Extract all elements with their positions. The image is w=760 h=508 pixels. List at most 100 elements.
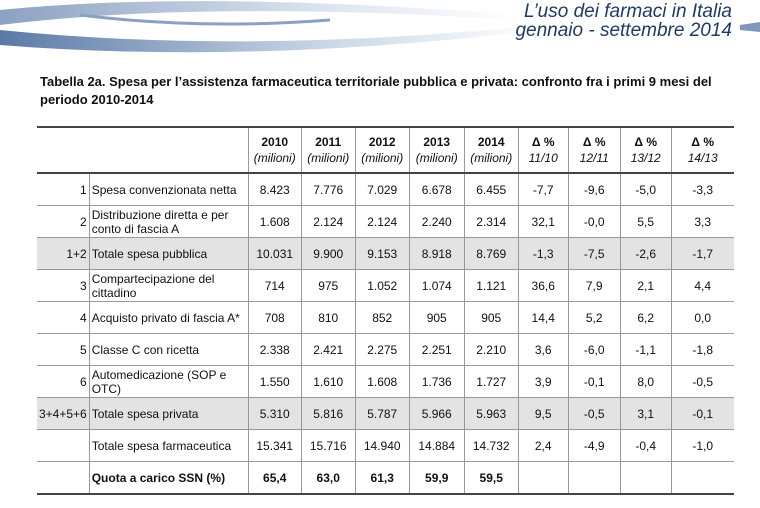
column-unit: (milioni) — [415, 151, 458, 165]
cell-value: 5.310 — [247, 397, 302, 430]
row-number: 2 — [37, 205, 90, 238]
table-row: 1+2 Totale spesa pubblica 10.031 9.900 9.153… — [37, 237, 734, 270]
cell-value: 3,3 — [670, 205, 734, 238]
table-title: Tabella 2a. Spesa per l’assistenza farma… — [40, 74, 712, 107]
cell-value: -0,1 — [567, 365, 621, 398]
cell-value: -1,8 — [670, 333, 734, 366]
column-unit: 11/10 — [528, 151, 558, 165]
spending-table: 2010 (milioni) 2011 (milioni) 2012 (milioni) 2… — [37, 126, 734, 495]
cell-value: 2.210 — [463, 333, 519, 366]
table-row: 4 Acquisto privato di fascia A* 708 810 852 9… — [37, 301, 734, 334]
cell-value: 2.275 — [354, 333, 410, 366]
column-year: 2010 — [261, 135, 289, 149]
cell-value: 3,6 — [517, 333, 569, 366]
row-label: Automedicazione (SOP e OTC) — [88, 365, 249, 398]
row-number: 6 — [37, 365, 90, 398]
cell-value: 3,1 — [619, 397, 672, 430]
cell-value: -2,6 — [619, 237, 672, 270]
cell-value: 8.918 — [408, 237, 465, 270]
table-header-row: 2010 (milioni) 2011 (milioni) 2012 (milioni) 2… — [37, 126, 734, 174]
row-number: 1 — [37, 173, 90, 206]
cell-value: 810 — [300, 301, 356, 334]
cell-value: 14.884 — [408, 429, 465, 462]
cell-value: 14.940 — [354, 429, 410, 462]
cell-value: 59,5 — [463, 461, 519, 495]
column-header: 2014 (milioni) — [463, 126, 519, 174]
table-row: 1 Spesa convenzionata netta 8.423 7.776 7.02… — [37, 173, 734, 206]
cell-value: 5.966 — [408, 397, 465, 430]
row-number: 3+4+5+6 — [37, 397, 90, 430]
row-label: Spesa convenzionata netta — [88, 173, 249, 206]
cell-value: 14.732 — [463, 429, 519, 462]
cell-value: 905 — [408, 301, 465, 334]
cell-value: 59,9 — [408, 461, 465, 495]
column-unit: 12/11 — [579, 151, 609, 165]
column-header: Δ % 11/10 — [517, 126, 569, 174]
column-year: 2013 — [423, 135, 451, 149]
cell-value: 5,2 — [567, 301, 621, 334]
cell-value: 61,3 — [354, 461, 410, 495]
cell-value: 8,0 — [619, 365, 672, 398]
cell-value: 9.153 — [354, 237, 410, 270]
cell-value: 852 — [354, 301, 410, 334]
row-label: Acquisto privato di fascia A* — [88, 301, 249, 334]
cell-value: 2,1 — [619, 269, 672, 302]
cell-value: -1,1 — [619, 333, 672, 366]
column-unit: (milioni) — [253, 151, 296, 165]
column-year: Δ % — [634, 135, 658, 149]
table-row: 3 Compartecipazione del cittadino 714 975 1.… — [37, 269, 734, 302]
cell-value: 1.610 — [300, 365, 356, 398]
cell-value: 2.251 — [408, 333, 465, 366]
cell-value: 2.314 — [463, 205, 519, 238]
table-row: 6 Automedicazione (SOP e OTC) 1.550 1.610 1.… — [37, 365, 734, 398]
cell-value: 5.963 — [463, 397, 519, 430]
row-label: Compartecipazione del cittadino — [88, 269, 249, 302]
cell-value: -7,7 — [517, 173, 569, 206]
cell-value — [670, 461, 734, 495]
cell-value: 2.124 — [354, 205, 410, 238]
cell-value: 2,4 — [517, 429, 569, 462]
header-line2: gennaio - settembre 2014 — [515, 20, 732, 41]
cell-value: -4,9 — [567, 429, 621, 462]
row-label: Totale spesa pubblica — [88, 237, 249, 270]
cell-value: 9,5 — [517, 397, 569, 430]
cell-value: 14,4 — [517, 301, 569, 334]
table-row: 5 Classe C con ricetta 2.338 2.421 2.275 2.25… — [37, 333, 734, 366]
cell-value: 1.052 — [354, 269, 410, 302]
row-label: Quota a carico SSN (%) — [88, 461, 249, 495]
cell-value — [619, 461, 672, 495]
column-unit: 14/13 — [687, 151, 718, 165]
empty-header — [37, 126, 249, 174]
cell-value: 7.029 — [354, 173, 410, 206]
column-year: Δ % — [691, 135, 715, 149]
row-number: 5 — [37, 333, 90, 366]
header-banner-swoosh — [0, 1, 760, 53]
cell-value: -0,5 — [670, 365, 734, 398]
cell-value: 1.608 — [354, 365, 410, 398]
cell-value: 5.816 — [300, 397, 356, 430]
row-number: 1+2 — [37, 237, 90, 270]
column-year: 2012 — [368, 135, 396, 149]
table-row: Quota a carico SSN (%) 65,4 63,0 61,3 59,9 59… — [37, 461, 734, 495]
column-year: 2014 — [477, 135, 505, 149]
column-year: 2011 — [315, 135, 342, 149]
cell-value: 708 — [247, 301, 302, 334]
cell-value: 6,2 — [619, 301, 672, 334]
row-label: Totale spesa farmaceutica — [88, 429, 249, 462]
cell-value: -1,0 — [670, 429, 734, 462]
column-header: 2010 (milioni) — [247, 126, 302, 174]
cell-value: 1.727 — [463, 365, 519, 398]
cell-value: 975 — [300, 269, 356, 302]
cell-value: 1.608 — [247, 205, 302, 238]
row-label: Distribuzione diretta e per conto di fas… — [88, 205, 249, 238]
cell-value: -5,0 — [619, 173, 672, 206]
cell-value: 0,0 — [670, 301, 734, 334]
row-label: Totale spesa privata — [88, 397, 249, 430]
column-header: Δ % 13/12 — [619, 126, 672, 174]
row-number: 4 — [37, 301, 90, 334]
cell-value: -1,7 — [670, 237, 734, 270]
cell-value: 2.124 — [300, 205, 356, 238]
report-header: L’uso dei farmaci in Italia gennaio - se… — [515, 2, 732, 40]
cell-value: 8.769 — [463, 237, 519, 270]
cell-value: 1.550 — [247, 365, 302, 398]
